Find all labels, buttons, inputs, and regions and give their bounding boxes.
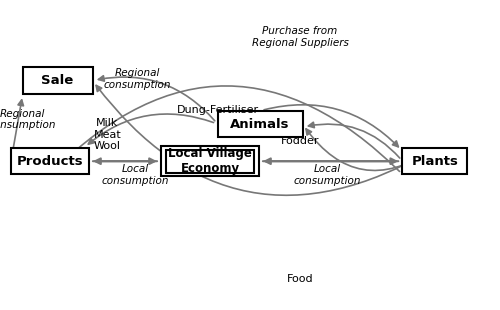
Text: Dung-Fertiliser: Dung-Fertiliser bbox=[176, 105, 258, 115]
Text: Milk
Meat
Wool: Milk Meat Wool bbox=[94, 118, 122, 152]
Text: Food: Food bbox=[286, 274, 314, 284]
Text: Regional
consumption: Regional consumption bbox=[104, 68, 171, 90]
FancyBboxPatch shape bbox=[22, 68, 92, 94]
FancyBboxPatch shape bbox=[402, 148, 468, 174]
Text: Plants: Plants bbox=[412, 155, 459, 168]
FancyBboxPatch shape bbox=[218, 111, 302, 137]
Text: Local Village
Economy: Local Village Economy bbox=[168, 147, 252, 175]
FancyBboxPatch shape bbox=[161, 147, 259, 176]
Text: Purchase from
Regional Suppliers: Purchase from Regional Suppliers bbox=[252, 26, 348, 48]
Text: Fodder: Fodder bbox=[281, 136, 320, 146]
FancyBboxPatch shape bbox=[166, 150, 254, 173]
Text: Sale: Sale bbox=[42, 74, 74, 87]
Text: Products: Products bbox=[16, 155, 84, 168]
Text: Local
consumption: Local consumption bbox=[294, 164, 361, 186]
FancyBboxPatch shape bbox=[12, 148, 89, 174]
Text: Regional
consumption: Regional consumption bbox=[0, 108, 56, 130]
Text: Animals: Animals bbox=[230, 117, 290, 131]
Text: Local
consumption: Local consumption bbox=[101, 164, 169, 186]
